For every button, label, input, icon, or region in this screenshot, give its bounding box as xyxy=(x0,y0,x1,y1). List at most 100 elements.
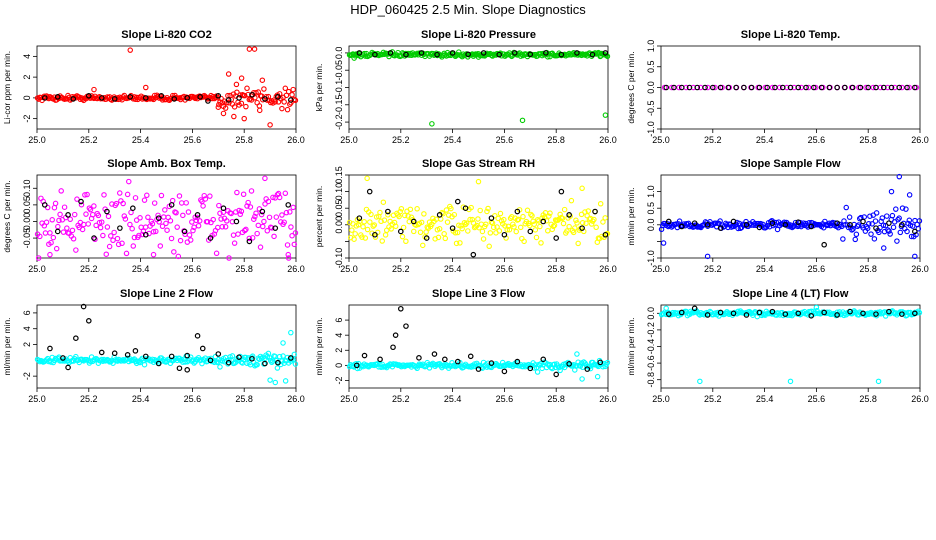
scatter-point-2-5-min-slope xyxy=(215,93,222,99)
scatter-point-5-sec-slopes xyxy=(420,242,426,249)
scatter-point-5-sec-slopes xyxy=(469,216,476,223)
scatter-point-5-sec-slopes xyxy=(121,213,128,219)
scatter-point-2-5-min-slope xyxy=(602,231,609,238)
scatter-point-5-sec-slopes xyxy=(141,197,148,203)
scatter-point-2-5-min-slope xyxy=(826,84,833,91)
scatter-point-2-5-min-slope xyxy=(259,208,266,215)
y-tick-label: 1.0 xyxy=(646,185,656,198)
scatter-point-2-5-min-slope xyxy=(842,84,848,91)
scatter-point-2-5-min-slope xyxy=(678,309,685,316)
scatter-point-5-sec-slopes xyxy=(454,229,461,236)
scatter-point-5-sec-slopes xyxy=(83,211,89,217)
scatter-point-5-sec-slopes xyxy=(114,235,121,242)
scatter-point-outlier xyxy=(475,178,482,185)
x-tick-label: 25.2 xyxy=(704,264,722,274)
scatter-point-2-5-min-slope xyxy=(886,308,892,315)
scatter-point-2-5-min-slope xyxy=(592,208,598,215)
scatter-point-5-sec-slopes xyxy=(238,100,245,107)
y-tick-label: -2 xyxy=(334,376,344,384)
y-tick-label: 0.0 xyxy=(646,81,656,94)
scatter-point-2-5-min-slope xyxy=(207,235,214,241)
scatter-point-2-5-min-slope xyxy=(246,238,253,245)
scatter-point-5-sec-slopes xyxy=(884,213,890,219)
scatter-point-5-sec-slopes xyxy=(243,354,249,361)
scatter-point-outlier xyxy=(233,81,240,88)
scatter-point-2-5-min-slope xyxy=(779,84,786,91)
y-tick-label: 0 xyxy=(22,95,32,100)
scatter-point-2-5-min-slope xyxy=(418,50,425,56)
scatter-point-2-5-min-slope xyxy=(488,360,495,366)
panel-5: Slope Gas Stream RH 25.0 25.2 25.4 25.6 25.8 2… xyxy=(314,158,617,274)
scatter-point-5-sec-slopes xyxy=(123,250,130,257)
scatter-point-5-sec-slopes xyxy=(82,192,88,198)
scatter-point-5-sec-slopes xyxy=(290,86,296,93)
scatter-point-2-5-min-slope xyxy=(496,51,503,58)
scatter-point-2-5-min-slope xyxy=(475,366,482,372)
scatter-point-outlier xyxy=(215,104,222,110)
scatter-point-5-sec-slopes xyxy=(869,221,875,227)
scatter-point-5-sec-slopes xyxy=(705,84,711,91)
scatter-point-2-5-min-slope xyxy=(142,353,149,360)
scatter-point-2-5-min-slope xyxy=(756,309,763,316)
scatter-point-2-5-min-slope xyxy=(480,50,487,56)
scatter-point-5-sec-slopes xyxy=(385,212,391,218)
scatter-point-2-5-min-slope xyxy=(756,84,763,91)
scatter-point-2-5-min-slope xyxy=(236,354,242,360)
scatter-point-5-sec-slopes xyxy=(61,204,68,210)
scatter-point-5-sec-slopes xyxy=(226,255,232,261)
scatter-point-5-sec-slopes xyxy=(510,221,516,227)
scatter-point-5-sec-slopes xyxy=(173,210,179,216)
scatter-point-outlier xyxy=(579,376,585,382)
panel-3: Slope Li-820 Temp. 25.0 25.2 25.4 25.6 25.8 26… xyxy=(626,29,929,145)
scatter-point-2-5-min-slope xyxy=(756,224,763,231)
scatter-point-5-sec-slopes xyxy=(103,251,110,257)
y-axis-label: ml/min per min. xyxy=(626,317,636,375)
scatter-point-outlier xyxy=(238,75,245,81)
scatter-point-2-5-min-slope xyxy=(671,84,677,91)
scatter-point-5-sec-slopes xyxy=(396,213,402,220)
scatter-point-5-sec-slopes xyxy=(392,223,399,230)
scatter-point-5-sec-slopes xyxy=(139,231,146,238)
y-tick-label: -0.5 xyxy=(646,100,656,116)
scatter-point-5-sec-slopes xyxy=(132,195,139,201)
scatter-point-2-5-min-slope xyxy=(132,348,139,354)
scatter-point-5-sec-slopes xyxy=(479,228,486,235)
scatter-point-2-5-min-slope xyxy=(60,355,66,361)
x-tick-label: 26.0 xyxy=(599,264,617,274)
panel-2: Slope Li-820 Pressure 25.0 25.2 25.4 25.6 25.… xyxy=(314,29,617,145)
scatter-point-outlier xyxy=(896,173,903,180)
scatter-point-2-5-min-slope xyxy=(691,305,698,312)
scatter-point-5-sec-slopes xyxy=(769,84,776,91)
scatter-point-5-sec-slopes xyxy=(53,245,60,252)
scatter-point-5-sec-slopes xyxy=(119,240,125,247)
x-tick-label: 25.4 xyxy=(756,135,774,145)
scatter-point-5-sec-slopes xyxy=(211,231,218,237)
panel-title: Slope Li-820 CO2 xyxy=(121,29,211,41)
scatter-point-5-sec-slopes xyxy=(258,355,265,362)
scatter-point-5-sec-slopes xyxy=(559,215,566,222)
scatter-point-2-5-min-slope xyxy=(262,360,268,367)
scatter-point-5-sec-slopes xyxy=(195,223,202,229)
scatter-point-2-5-min-slope xyxy=(663,84,669,91)
scatter-point-5-sec-slopes xyxy=(122,216,129,222)
scatter-point-2-5-min-slope xyxy=(361,352,368,359)
scatter-point-2-5-min-slope xyxy=(849,84,856,91)
y-tick-label: -1.0 xyxy=(646,121,656,137)
scatter-point-5-sec-slopes xyxy=(104,224,111,230)
x-tick-label: 25.0 xyxy=(652,394,670,404)
scatter-point-5-sec-slopes xyxy=(155,212,161,219)
scatter-point-5-sec-slopes xyxy=(355,221,362,228)
scatter-point-2-5-min-slope xyxy=(462,205,469,212)
scatter-point-2-5-min-slope xyxy=(158,93,165,99)
scatter-point-outlier xyxy=(519,117,526,124)
scatter-point-2-5-min-slope xyxy=(410,218,417,225)
scatter-point-5-sec-slopes xyxy=(405,213,411,219)
scatter-point-outlier xyxy=(574,351,580,357)
scatter-point-5-sec-slopes xyxy=(878,218,884,225)
scatter-point-2-5-min-slope xyxy=(730,310,737,317)
y-tick-label: 2 xyxy=(334,348,344,353)
scatter-point-5-sec-slopes xyxy=(904,228,910,235)
scatter-point-2-5-min-slope xyxy=(511,50,518,56)
scatter-point-2-5-min-slope xyxy=(860,310,866,317)
